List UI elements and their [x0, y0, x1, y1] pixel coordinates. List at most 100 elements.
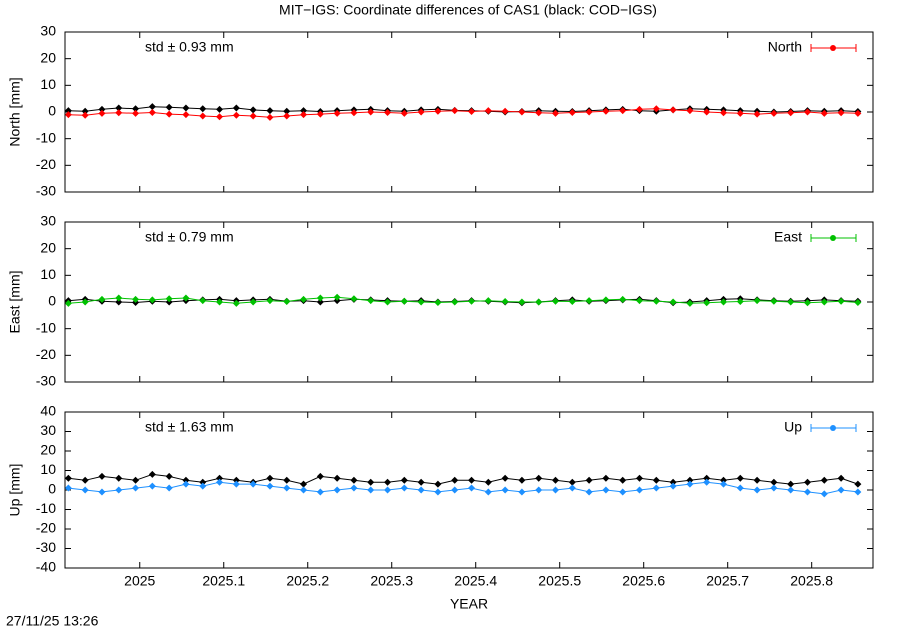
data-point	[652, 297, 660, 305]
data-point	[585, 476, 593, 484]
data-point	[316, 488, 324, 496]
data-point	[283, 112, 291, 120]
data-point	[266, 482, 274, 490]
data-point	[770, 484, 778, 492]
data-point	[216, 298, 224, 306]
data-point	[98, 105, 106, 113]
data-point	[199, 112, 207, 120]
data-point	[652, 484, 660, 492]
data-point	[148, 103, 156, 111]
y-axis-label: Up [mm]	[7, 464, 23, 517]
data-point	[64, 484, 72, 492]
data-point	[249, 298, 257, 306]
data-point	[719, 480, 727, 488]
data-point	[820, 109, 828, 117]
data-point	[199, 482, 207, 490]
data-point	[619, 107, 627, 115]
y-tick-label: -10	[36, 500, 56, 516]
data-point	[417, 486, 425, 494]
y-tick-label: -30	[36, 373, 56, 389]
y-tick-label: 30	[40, 213, 56, 229]
data-point	[686, 107, 694, 115]
data-point	[283, 297, 291, 305]
data-point	[552, 486, 560, 494]
data-point	[266, 297, 274, 305]
data-point	[199, 105, 207, 113]
data-point	[132, 484, 140, 492]
data-point	[98, 488, 106, 496]
plot-frame	[64, 221, 874, 383]
data-point	[115, 474, 123, 482]
std-annotation: std ± 0.93 mm	[145, 39, 234, 55]
data-point	[602, 486, 610, 494]
data-point	[803, 488, 811, 496]
data-point	[770, 478, 778, 486]
data-point	[552, 476, 560, 484]
data-point	[703, 108, 711, 116]
data-point	[484, 107, 492, 115]
data-point	[132, 295, 140, 303]
data-point	[484, 297, 492, 305]
data-point	[115, 104, 123, 112]
data-point	[182, 480, 190, 488]
data-point	[736, 109, 744, 117]
data-point	[669, 482, 677, 490]
data-point	[148, 109, 156, 117]
y-tick-label: 30	[40, 422, 56, 438]
data-point	[165, 484, 173, 492]
data-point	[787, 480, 795, 488]
x-tick-label: 2025.1	[202, 573, 245, 589]
data-point	[384, 486, 392, 494]
plot-frame	[64, 31, 874, 193]
data-point	[552, 297, 560, 305]
data-point	[468, 107, 476, 115]
data-point	[787, 298, 795, 306]
legend-dot	[830, 235, 836, 241]
data-point	[182, 294, 190, 302]
y-tick-label: 20	[40, 49, 56, 65]
y-tick-label: 10	[40, 76, 56, 92]
data-point	[518, 476, 526, 484]
data-point	[568, 297, 576, 305]
data-point	[535, 486, 543, 494]
data-point	[165, 472, 173, 480]
data-point	[837, 297, 845, 305]
data-point	[652, 476, 660, 484]
data-point	[686, 476, 694, 484]
data-point	[619, 295, 627, 303]
data-point	[619, 476, 627, 484]
data-point	[316, 110, 324, 118]
data-point	[300, 486, 308, 494]
x-tick-label: 2025.5	[538, 573, 581, 589]
data-point	[300, 107, 308, 115]
y-axis-label: East [mm]	[7, 270, 23, 333]
data-point	[636, 486, 644, 494]
data-point	[535, 474, 543, 482]
data-point	[283, 476, 291, 484]
data-point	[585, 488, 593, 496]
data-point	[753, 486, 761, 494]
data-point	[636, 105, 644, 113]
data-point	[803, 478, 811, 486]
legend-label: East	[774, 229, 802, 245]
std-annotation: std ± 1.63 mm	[145, 419, 234, 435]
data-point	[417, 298, 425, 306]
y-tick-label: -10	[36, 319, 56, 335]
y-tick-label: -20	[36, 520, 56, 536]
data-point	[148, 482, 156, 490]
plot-frame	[64, 411, 874, 569]
y-tick-label: -30	[36, 539, 56, 555]
y-tick-label: 0	[48, 293, 56, 309]
y-tick-label: -20	[36, 156, 56, 172]
data-point	[535, 109, 543, 117]
data-point	[686, 480, 694, 488]
data-point	[854, 299, 862, 307]
data-point	[350, 295, 358, 303]
data-point	[585, 108, 593, 116]
data-point	[266, 107, 274, 115]
data-point	[232, 104, 240, 112]
data-point	[316, 294, 324, 302]
data-point	[820, 476, 828, 484]
data-point	[384, 298, 392, 306]
legend-dot	[830, 45, 836, 51]
